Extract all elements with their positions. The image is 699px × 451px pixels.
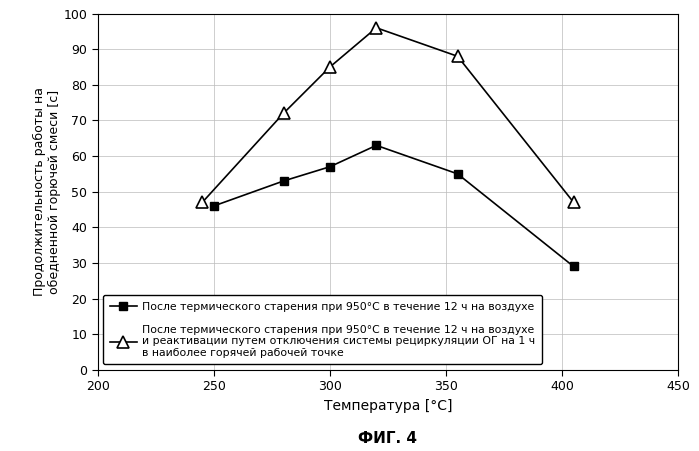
Text: ФИГ. 4: ФИГ. 4 [359,432,417,446]
Y-axis label: Продолжительность работы на
обедненной горючей смеси [с]: Продолжительность работы на обедненной г… [33,87,61,296]
X-axis label: Температура [°C]
: Температура [°C] [324,399,452,429]
Legend: После термического старения при 950°C в течение 12 ч на воздухе, После термическ: После термического старения при 950°C в … [103,295,542,364]
